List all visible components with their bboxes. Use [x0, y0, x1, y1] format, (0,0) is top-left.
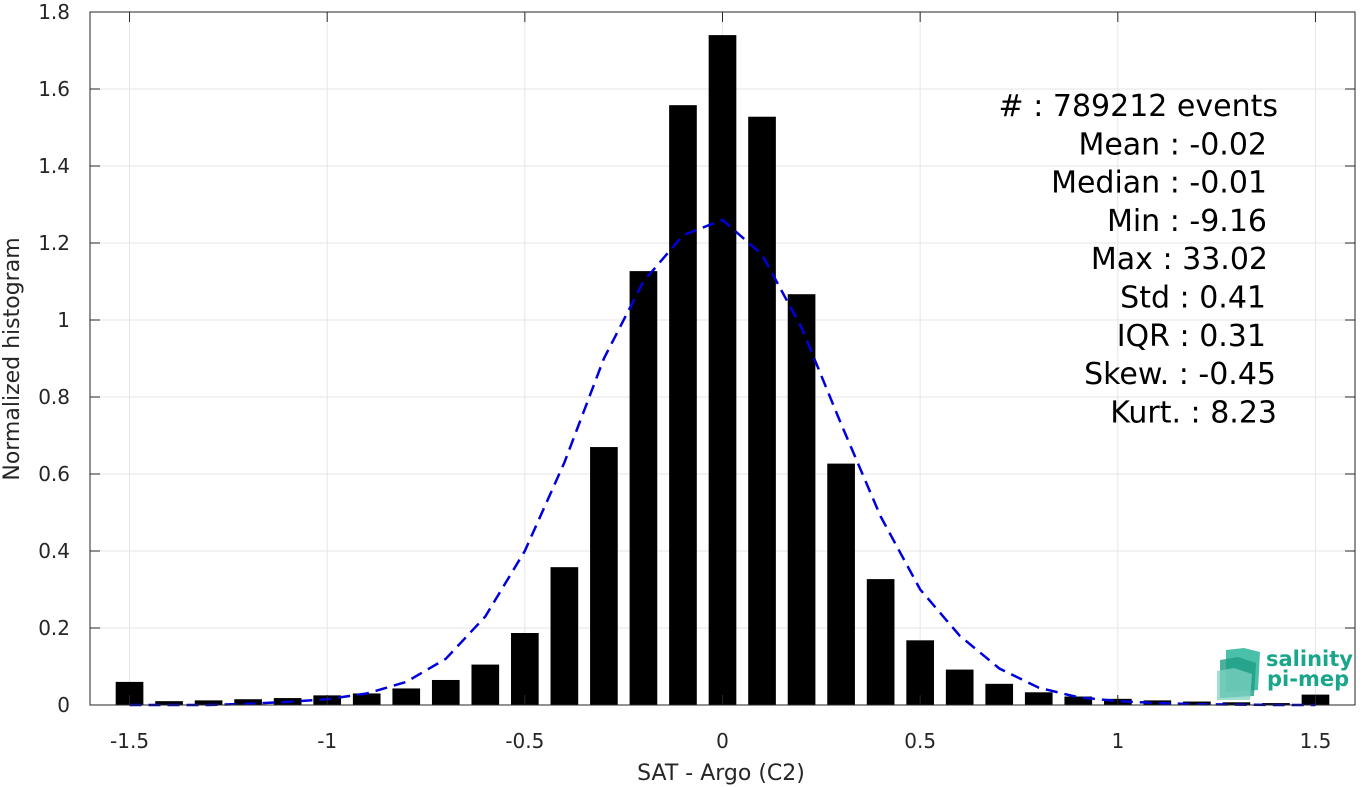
y-tick-label-0: 0 — [57, 693, 70, 717]
x-tick-label-2: -0.5 — [505, 729, 544, 753]
y-tick-label-9: 1.8 — [38, 0, 70, 24]
stat-line-7: Skew. : -0.45 — [1084, 357, 1276, 392]
y-axis-label: Normalized histogram — [0, 237, 25, 480]
stat-line-1: Mean : -0.02 — [1078, 127, 1267, 162]
histogram-bar-0 — [115, 681, 144, 705]
stat-line-0: # : 789212 events — [999, 89, 1278, 124]
x-tick-label-4: 0.5 — [904, 729, 936, 753]
logo-text-line1: salinity — [1266, 647, 1353, 671]
x-axis-label: SAT - Argo (C2) — [637, 761, 805, 786]
histogram-bar-9 — [471, 664, 500, 705]
histogram-bar-7 — [392, 688, 421, 705]
histogram-bar-21 — [945, 669, 974, 705]
histogram-bar-15 — [708, 35, 737, 706]
y-tick-label-5: 1 — [57, 308, 70, 332]
y-tick-label-3: 0.6 — [38, 462, 70, 486]
y-tick-label-2: 0.4 — [38, 539, 70, 563]
histogram-bar-6 — [352, 693, 381, 705]
histogram-bar-22 — [985, 683, 1014, 705]
histogram-bar-8 — [431, 679, 460, 705]
y-tick-labels: 0 0.2 0.4 0.6 0.8 1 1.2 1.4 1.6 1.8 — [38, 0, 70, 717]
stat-line-8: Kurt. : 8.23 — [1110, 395, 1277, 430]
logo-mark-icon — [1217, 648, 1260, 700]
y-tick-label-6: 1.2 — [38, 231, 70, 255]
histogram-bar-19 — [866, 579, 895, 705]
histogram-bar-14 — [669, 105, 697, 706]
stat-line-5: Std : 0.41 — [1120, 281, 1266, 316]
histogram-bar-20 — [906, 640, 934, 705]
stat-line-6: IQR : 0.31 — [1117, 319, 1266, 354]
x-tick-label-1: -1 — [317, 729, 337, 753]
histogram-bar-10 — [511, 633, 539, 705]
histogram-bar-1 — [155, 701, 183, 705]
stat-line-3: Min : -9.16 — [1107, 204, 1267, 239]
y-tick-label-7: 1.4 — [38, 154, 70, 178]
y-tick-label-8: 1.6 — [38, 77, 70, 101]
y-tick-label-4: 0.8 — [38, 385, 70, 409]
histogram-bar-24 — [1064, 696, 1093, 705]
x-tick-label-5: 1 — [1111, 729, 1124, 753]
histogram-bar-11 — [550, 567, 579, 705]
x-tick-label-3: 0 — [716, 729, 729, 753]
x-tick-label-6: 1.5 — [1300, 729, 1332, 753]
logo-text-line2: pi-mep — [1267, 667, 1349, 691]
histogram-bar-2 — [194, 700, 223, 705]
stat-line-2: Median : -0.01 — [1051, 166, 1267, 201]
histogram-bar-18 — [827, 463, 855, 705]
histogram-bar-12 — [590, 447, 618, 705]
stat-line-4: Max : 33.02 — [1091, 242, 1268, 277]
y-tick-label-1: 0.2 — [38, 616, 70, 640]
histogram-bar-17 — [787, 294, 816, 705]
salinity-pimep-logo: salinity pi-mep — [1217, 647, 1353, 700]
x-tick-labels: -1.5 -1 -0.5 0 0.5 1 1.5 — [110, 729, 1331, 753]
x-tick-label-0: -1.5 — [110, 729, 149, 753]
histogram-bar-16 — [748, 116, 776, 706]
axes — [89, 11, 1356, 706]
histogram-bar-23 — [1024, 692, 1053, 705]
histogram-bar-3 — [234, 699, 262, 705]
histogram-bar-26 — [1143, 700, 1172, 705]
histogram-bar-13 — [629, 271, 658, 705]
